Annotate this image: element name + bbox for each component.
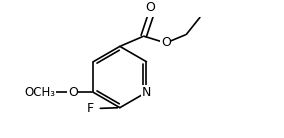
Text: O: O (68, 86, 78, 99)
Text: F: F (87, 102, 94, 115)
Text: OCH₃: OCH₃ (24, 86, 55, 99)
Text: O: O (161, 36, 171, 49)
Text: O: O (146, 1, 155, 14)
Text: N: N (142, 86, 151, 99)
